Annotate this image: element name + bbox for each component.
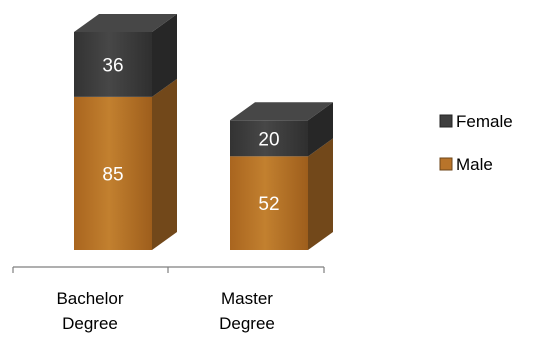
female-bar-bachelor-degree (74, 32, 152, 97)
labels-layer: 85 36 Bachelor Degree 52 20 Master Degree (56, 55, 279, 333)
x-axis (12, 266, 325, 273)
female-bar-bachelor-degree-top (74, 14, 177, 32)
legend-item-female: Female (439, 112, 513, 131)
female-bar-master-degree-top (230, 102, 333, 121)
legend-label-male: Male (456, 155, 493, 174)
female-value-label: 20 (258, 129, 279, 150)
male-bar-bachelor-degree-side (152, 78, 177, 251)
male-value-label: 52 (258, 194, 279, 215)
male-bar-bachelor-degree (74, 96, 152, 251)
legend-swatch-male (439, 157, 453, 171)
legend-item-male: Male (439, 155, 493, 174)
category-label-bachelor-degree: Bachelor Degree (56, 289, 123, 333)
female-bar-master-degree (230, 120, 308, 157)
male-value-label: 85 (102, 164, 123, 185)
female-bar-bachelor-degree-side (152, 14, 177, 97)
male-bar-master-degree (230, 156, 308, 250)
bars-layer (74, 14, 333, 251)
category-label-master-degree: Master Degree (219, 289, 275, 333)
legend: Female Male (439, 112, 513, 174)
legend-swatch-female (439, 114, 453, 128)
female-value-label: 36 (102, 55, 123, 76)
male-bar-master-degree-side (308, 138, 333, 250)
legend-label-female: Female (456, 112, 513, 131)
female-bar-master-degree-side (308, 102, 333, 157)
